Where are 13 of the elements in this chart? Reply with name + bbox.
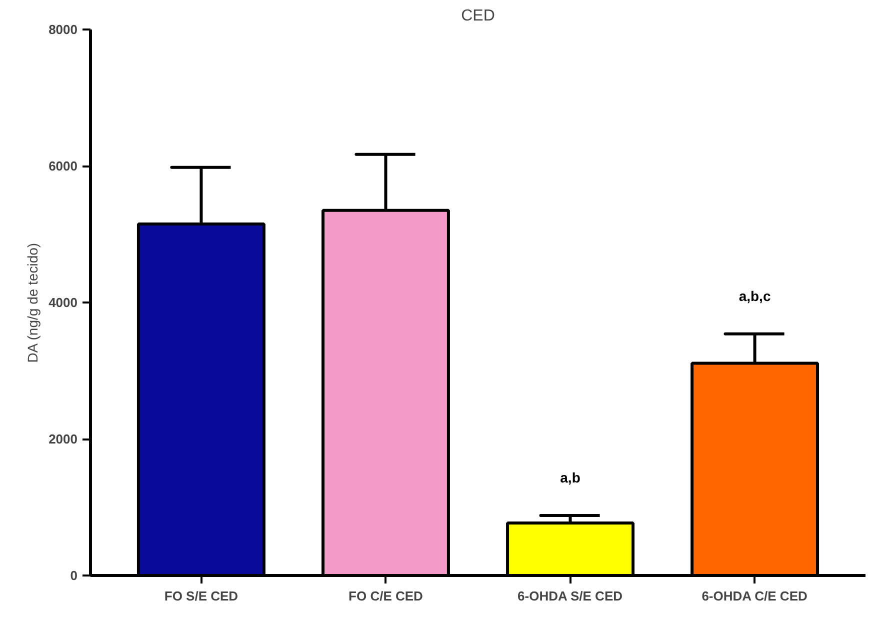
y-tick-label: 6000 — [48, 158, 78, 174]
x-tick-label: 6-OHDA C/E CED — [702, 588, 808, 604]
y-tick-label: 0 — [70, 568, 78, 583]
y-tick-label: 8000 — [48, 22, 78, 37]
y-axis-title: DA (ng/g de tecido) — [24, 242, 41, 363]
y-tick-label: 2000 — [48, 432, 78, 446]
annotation: a,b,c — [738, 288, 771, 304]
annotation: a,b — [560, 469, 580, 486]
x-tick-label: FO C/E CED — [348, 588, 423, 604]
chart-title: CED — [461, 8, 495, 24]
y-tick-label: 4000 — [48, 295, 78, 310]
x-tick-label: FO S/E CED — [164, 588, 238, 604]
x-tick-label: 6-OHDA S/E CED — [518, 588, 623, 604]
